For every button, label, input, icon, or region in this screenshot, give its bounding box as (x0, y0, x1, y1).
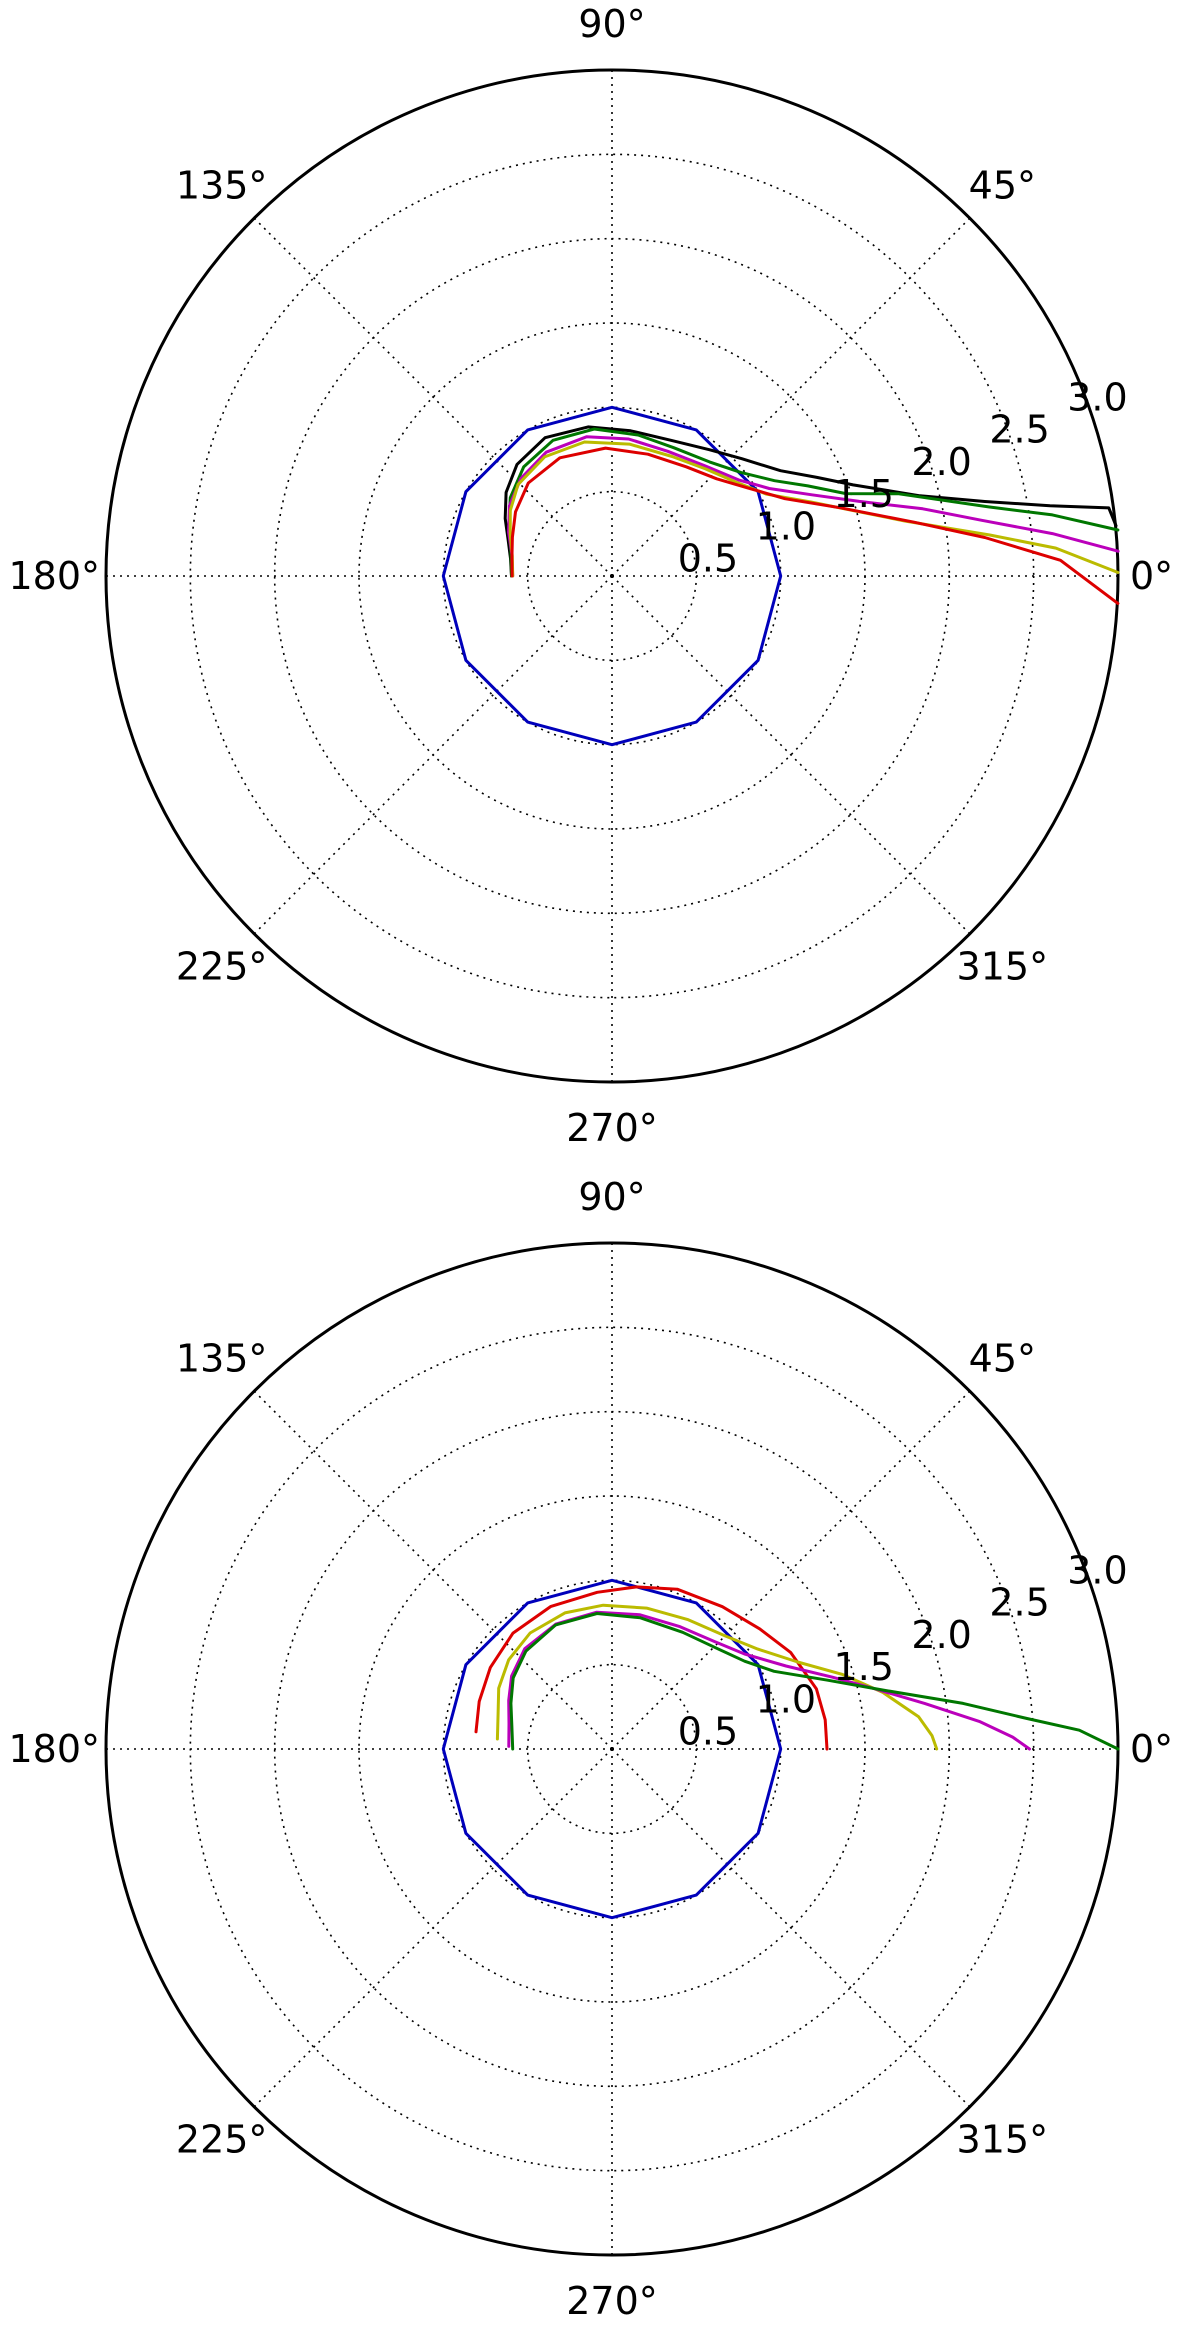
angular-gridline (611, 575, 971, 935)
angular-gridline (611, 217, 971, 577)
theta-tick-label: 270° (566, 2279, 658, 2323)
r-tick-label: 0.5 (678, 1710, 738, 1754)
polar-plot-bottom: 0° 45° 90° 135° 180° 225° 270° 315° 0.5 1.0 1.5 2.0… (8, 1175, 1173, 2323)
r-tick-label: 3.0 (1067, 1548, 1127, 1592)
trajectory-series-1 (474, 1585, 829, 1751)
theta-tick-label: 225° (176, 2117, 268, 2161)
theta-tick-label: 135° (176, 1337, 268, 1381)
polar-plot-top: 0° 45° 90° 135° 180° 225° 270° 315° 0.5 1.0 1.5 2.0… (8, 2, 1173, 1150)
theta-tick-label: 0° (1130, 554, 1173, 598)
theta-tick-label: 180° (8, 1727, 100, 1771)
polar-origin (610, 574, 614, 578)
trajectory-series-3 (507, 1610, 1031, 1751)
polar-origin (610, 1747, 614, 1751)
r-tick-label: 2.5 (989, 408, 1049, 452)
unit-circle-series (441, 405, 783, 747)
theta-tick-label: 90° (578, 1175, 645, 1219)
angular-gridline (253, 1748, 613, 2108)
theta-tick-label: 0° (1130, 1727, 1173, 1771)
trajectory-series-4 (509, 1612, 1120, 1751)
trajectory-series-2 (495, 1603, 939, 1751)
trajectory-series-5 (510, 446, 1120, 605)
trajectory-series-1 (503, 425, 1118, 578)
r-tick-label: 2.0 (911, 440, 971, 484)
r-tick-label: 2.0 (911, 1613, 971, 1657)
angular-gridline (611, 1390, 971, 1750)
r-tick-label: 1.5 (834, 472, 894, 516)
theta-tick-label: 45° (969, 1337, 1036, 1381)
r-tick-label: 1.0 (756, 504, 816, 548)
theta-tick-label: 270° (566, 1106, 658, 1150)
r-tick-label: 1.0 (756, 1677, 816, 1721)
r-tick-label: 0.5 (678, 537, 738, 581)
theta-tick-label: 315° (957, 944, 1049, 988)
angular-gridline (253, 1390, 613, 1750)
theta-tick-label: 180° (8, 554, 100, 598)
angular-gridline (253, 217, 613, 577)
r-tick-label: 3.0 (1067, 375, 1127, 419)
r-tick-label: 1.5 (834, 1645, 894, 1689)
angular-gridline (611, 1748, 971, 2108)
theta-tick-label: 90° (578, 2, 645, 46)
theta-tick-label: 315° (957, 2117, 1049, 2161)
unit-circle-series (441, 1578, 783, 1920)
theta-tick-label: 45° (969, 164, 1036, 208)
angular-gridline (253, 575, 613, 935)
theta-tick-label: 225° (176, 944, 268, 988)
theta-tick-label: 135° (176, 164, 268, 208)
r-tick-label: 2.5 (989, 1581, 1049, 1625)
polar-frame (104, 68, 1120, 1084)
